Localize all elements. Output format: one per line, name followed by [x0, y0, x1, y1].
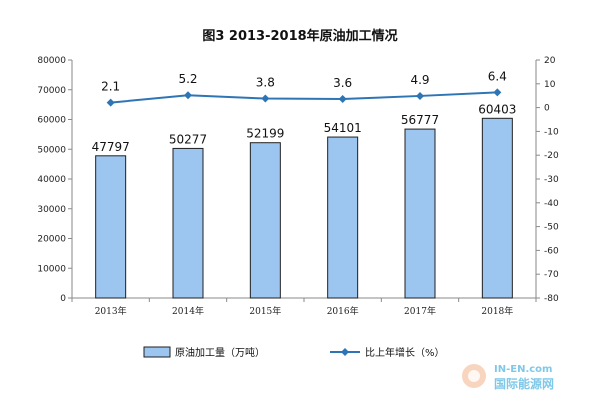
watermark-sun-core-icon [468, 370, 480, 382]
right-axis-tick-label: -50 [544, 223, 559, 233]
x-axis-tick-label: 2017年 [404, 305, 436, 317]
chart-title: 图3 2013-2018年原油加工情况 [202, 28, 397, 44]
x-axis-tick-label: 2018年 [481, 305, 513, 317]
line-data-label: 3.8 [256, 76, 275, 90]
left-axis-tick-label: 70000 [37, 86, 66, 96]
bar [95, 155, 127, 299]
bar-data-label: 56777 [401, 113, 439, 127]
right-axis-tick-label: -10 [544, 127, 559, 137]
bar [249, 142, 281, 299]
line-data-label: 3.6 [333, 76, 352, 90]
line-point [416, 91, 424, 100]
line-data-label: 6.4 [488, 69, 507, 83]
watermark: IN-EN.com 国际能源网 [462, 364, 554, 391]
left-axis-tick-label: 40000 [37, 175, 66, 185]
right-axis-tick-label: -40 [544, 199, 559, 209]
bar-data-label: 50277 [169, 132, 207, 146]
axes: 0 10000 20000 30000 40000 50000 60000 70000 8000… [37, 56, 559, 317]
x-axis-tick-label: 2014年 [172, 305, 204, 317]
bar-series: 47797 50277 52199 54101 56777 60403 [92, 102, 516, 299]
line-data-label: 2.1 [101, 80, 120, 94]
right-axis-tick-label: -80 [544, 294, 559, 304]
watermark-line1: IN-EN.com [494, 364, 552, 375]
left-axis-tick-label: 30000 [37, 205, 66, 215]
bar-data-label: 52199 [246, 127, 284, 141]
legend-bar-label: 原油加工量（万吨） [175, 346, 265, 359]
legend-line-marker [341, 348, 349, 356]
legend-bar-swatch [143, 346, 171, 358]
bar-data-label: 47797 [92, 140, 130, 154]
left-axis-tick-label: 80000 [37, 56, 66, 66]
x-axis-tick-label: 2013年 [95, 305, 127, 317]
line-point [338, 95, 347, 104]
right-axis-tick-label: -70 [544, 270, 559, 280]
line-path [110, 91, 498, 104]
bar [172, 147, 204, 299]
line-series: 2.1 5.2 3.8 3.6 4.9 6.4 [101, 69, 507, 107]
legend: 原油加工量（万吨） 比上年增长（%） [143, 346, 445, 359]
bar-data-label: 54101 [324, 121, 362, 135]
line-data-label: 5.2 [178, 72, 197, 86]
right-axis-tick-label: 10 [544, 80, 556, 90]
left-axis-tick-label: 60000 [37, 116, 66, 126]
right-axis-tick-label: 0 [544, 104, 550, 114]
right-axis-tick-label: -30 [544, 175, 559, 185]
legend-line-label: 比上年增长（%） [365, 346, 445, 359]
right-axis-tick-label: -60 [544, 246, 559, 256]
left-axis-tick-label: 0 [60, 294, 66, 304]
bar [327, 136, 359, 299]
line-point [106, 98, 115, 107]
line-point [493, 88, 502, 97]
right-axis-tick-label: -20 [544, 151, 559, 161]
line-point [261, 94, 270, 103]
x-axis-tick-label: 2015年 [249, 305, 281, 317]
bar [404, 128, 436, 299]
left-axis-tick-label: 10000 [37, 264, 66, 274]
x-axis-tick-label: 2016年 [327, 305, 359, 317]
watermark-line2: 国际能源网 [494, 376, 554, 391]
line-point [184, 91, 192, 100]
right-axis-tick-label: 20 [544, 56, 556, 66]
bar-data-label: 60403 [478, 102, 516, 116]
left-axis-tick-label: 50000 [37, 145, 66, 155]
bar [481, 117, 513, 299]
left-axis-tick-label: 20000 [37, 235, 66, 245]
line-data-label: 4.9 [410, 73, 429, 87]
